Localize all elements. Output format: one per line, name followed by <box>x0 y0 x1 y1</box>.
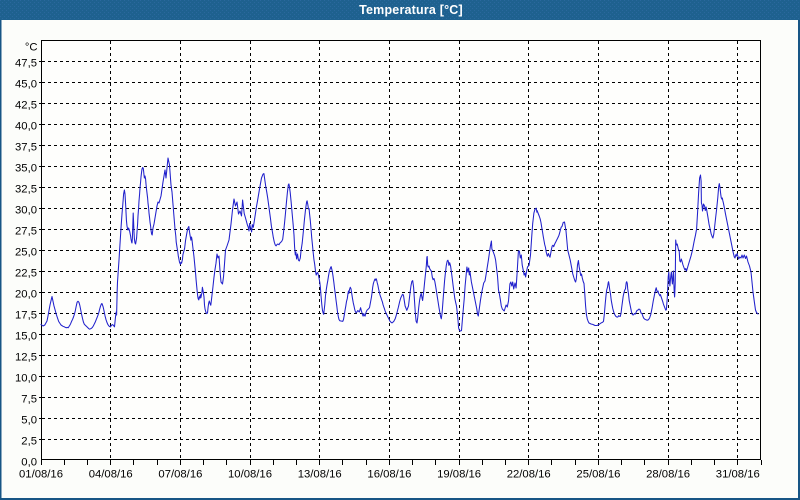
svg-text:40,0: 40,0 <box>15 121 37 133</box>
svg-text:10,0: 10,0 <box>15 373 37 385</box>
svg-text:16/08/16: 16/08/16 <box>367 469 411 481</box>
svg-text:7,5: 7,5 <box>21 394 37 406</box>
svg-text:5,0: 5,0 <box>21 415 37 427</box>
svg-text:37,5: 37,5 <box>15 142 37 154</box>
svg-text:45,0: 45,0 <box>15 79 37 91</box>
svg-text:35,0: 35,0 <box>15 163 37 175</box>
svg-text:20,0: 20,0 <box>15 289 37 301</box>
svg-text:25,0: 25,0 <box>15 247 37 259</box>
svg-text:17,5: 17,5 <box>15 310 37 322</box>
svg-text:01/08/16: 01/08/16 <box>19 469 63 481</box>
svg-text:47,5: 47,5 <box>15 58 37 70</box>
svg-text:13/08/16: 13/08/16 <box>298 469 342 481</box>
svg-text:10/08/16: 10/08/16 <box>228 469 272 481</box>
svg-text:19/08/16: 19/08/16 <box>437 469 481 481</box>
svg-text:28/08/16: 28/08/16 <box>646 469 690 481</box>
svg-text:°C: °C <box>25 42 38 54</box>
svg-text:27,5: 27,5 <box>15 226 37 238</box>
svg-text:Temperatura [°C]: Temperatura [°C] <box>359 3 463 17</box>
svg-text:12,5: 12,5 <box>15 352 37 364</box>
svg-text:04/08/16: 04/08/16 <box>89 469 133 481</box>
svg-text:32,5: 32,5 <box>15 184 37 196</box>
svg-text:31/08/16: 31/08/16 <box>716 469 760 481</box>
svg-text:22/08/16: 22/08/16 <box>507 469 551 481</box>
svg-text:42,5: 42,5 <box>15 100 37 112</box>
svg-text:25/08/16: 25/08/16 <box>576 469 620 481</box>
svg-text:2,5: 2,5 <box>21 436 37 448</box>
svg-text:22,5: 22,5 <box>15 268 37 280</box>
svg-text:07/08/16: 07/08/16 <box>158 469 202 481</box>
svg-text:30,0: 30,0 <box>15 205 37 217</box>
svg-text:15,0: 15,0 <box>15 331 37 343</box>
svg-text:0,0: 0,0 <box>21 457 37 469</box>
